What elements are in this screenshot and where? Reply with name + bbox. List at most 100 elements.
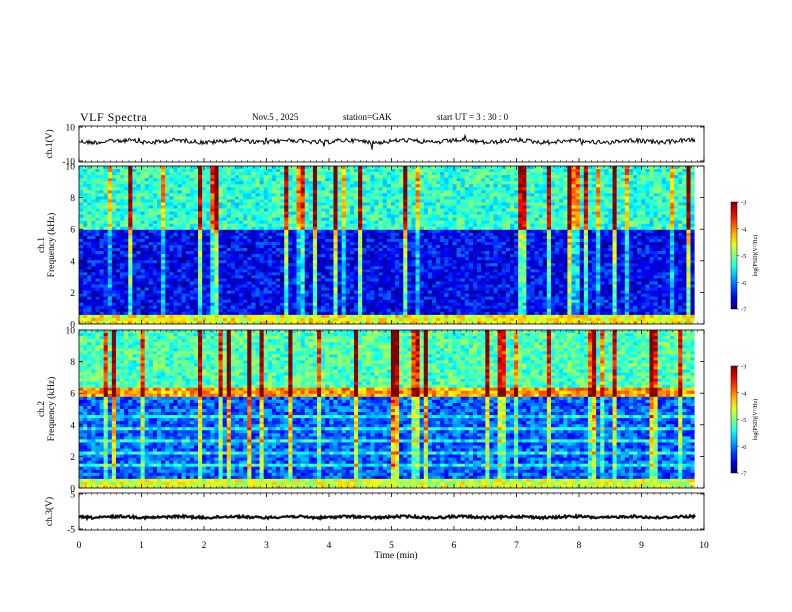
ch1-spectrogram-cell [370, 238, 375, 243]
ch1-spectrogram-cell [280, 169, 285, 173]
ch1-spectrogram-cell [608, 166, 613, 170]
ch1-spectrogram-cell [460, 226, 466, 231]
ch1-spectrogram-cell [144, 254, 150, 258]
ch1-spectrogram-cell [345, 257, 351, 261]
ch1-spectrogram-cell [612, 169, 617, 173]
ch1-spectrogram-cell [670, 232, 675, 237]
ch1-spectrogram-cell [571, 223, 576, 228]
ch1-spectrogram-cell [473, 232, 478, 237]
ch1-spectrogram-cell [587, 181, 593, 185]
ch1-spectrogram-cell [456, 196, 461, 200]
ch1-spectrogram-cell [477, 238, 482, 243]
ch1-spectrogram-cell [128, 254, 133, 258]
ch1-spectrogram-cell [473, 172, 478, 176]
ch1-spectrogram-cell [91, 178, 96, 182]
ch1-spectrogram-cell [124, 248, 129, 252]
ch1-spectrogram-cell [312, 263, 318, 267]
ch1-spectrogram-cell [468, 248, 474, 252]
ch1-spectrogram-cell [518, 178, 523, 182]
ch1-spectrogram-cell [284, 169, 289, 173]
ch1-spectrogram-cell [181, 166, 186, 170]
ch1-spectrogram-cell [616, 211, 622, 215]
ch1-spectrogram-cell [173, 166, 178, 170]
ch1-spectrogram-cell [239, 232, 244, 237]
ch1-spectrogram-cell [567, 220, 572, 225]
ch1-spectrogram-cell [202, 202, 207, 206]
ch1-spectrogram-cell [83, 175, 88, 179]
ch1-spectrogram-cell [448, 220, 453, 225]
ch1-spectrogram-cell [173, 205, 178, 209]
ch1-spectrogram-cell [464, 238, 470, 243]
ch1-spectrogram-cell [628, 226, 634, 231]
ch1-spectrogram-cell [411, 223, 416, 228]
ch1-spectrogram-cell [592, 263, 597, 267]
ch1-spectrogram-cell [612, 232, 617, 237]
ch1-spectrogram-cell [107, 202, 113, 206]
ch1-spectrogram-cell [616, 196, 622, 200]
ch1-spectrogram-cell [550, 248, 556, 252]
ch1-spectrogram-cell [345, 260, 351, 264]
ch1-spectrogram-cell [169, 193, 174, 197]
ch1-spectrogram-cell [386, 181, 392, 185]
ch1-spectrogram-cell [304, 199, 310, 203]
ch1-spectrogram-cell [358, 202, 363, 206]
ch1-spectrogram-cell [530, 260, 535, 264]
ch1-spectrogram-cell [501, 172, 507, 176]
ch1-spectrogram-cell [300, 178, 306, 182]
ch1-spectrogram-cell [337, 202, 342, 206]
ch1-spectrogram-cell [616, 238, 622, 243]
ch1-spectrogram-cell [493, 184, 498, 188]
ch1-spectrogram-cell [132, 254, 137, 258]
ch1-spectrogram-cell [370, 193, 375, 197]
ch1-spectrogram-cell [579, 208, 585, 212]
ch1-spectrogram-cell [189, 181, 195, 185]
ch1-spectrogram-cell [411, 205, 416, 209]
ch1-spectrogram-cell [436, 175, 441, 179]
ch1-spectrogram-cell [345, 187, 351, 191]
ch1-spectrogram-cell [674, 241, 679, 246]
ch1-spectrogram-cell [107, 199, 113, 203]
ch1-spectrogram-cell [505, 208, 511, 212]
ch1-spectrogram-cell [87, 178, 92, 182]
ch1-spectrogram-cell [337, 205, 342, 209]
ch1-spectrogram-cell [538, 187, 544, 191]
ch1-spectrogram-cell [296, 229, 301, 234]
ch1-spectrogram-cell [353, 211, 359, 215]
ch1-spectrogram-cell [555, 257, 560, 261]
ch1-spectrogram-cell [579, 263, 585, 267]
ch1-spectrogram-cell [124, 257, 129, 261]
ch1-spectrogram-cell [230, 211, 236, 215]
ch1-spectrogram-cell [226, 175, 232, 179]
ch1-spectrogram-cell [333, 184, 338, 188]
ch1-spectrogram-cell [247, 202, 252, 206]
ch1-spectrogram-cell [419, 187, 425, 191]
ch1-spectrogram-cell [349, 181, 355, 185]
ch1-spectrogram-cell [128, 251, 133, 255]
ch1-spectrogram-cell [304, 172, 310, 176]
ch1-spectrogram-cell [353, 217, 359, 221]
ch1-spectrogram-cell [485, 248, 490, 252]
ch1-spectrogram-cell [276, 245, 281, 249]
ch1-spectrogram-cell [661, 196, 667, 200]
ch1-spectrogram-cell [431, 211, 437, 215]
ch1-spectrogram-cell [444, 260, 449, 264]
ch1-spectrogram-cell [555, 248, 560, 252]
ch1-spectrogram-cell [390, 172, 396, 176]
ch1-spectrogram-cell [641, 172, 646, 176]
ch1-spectrogram-cell [95, 251, 100, 255]
ch1-spectrogram-cell [497, 254, 503, 258]
ch1-spectrogram-cell [608, 229, 613, 234]
ch1-spectrogram-cell [202, 257, 207, 261]
ch1-spectrogram-cell [144, 217, 150, 221]
ch1-spectrogram-cell [460, 205, 466, 209]
ch1-spectrogram-cell [341, 166, 347, 170]
ch1-spectrogram-cell [144, 214, 150, 218]
ch1-spectrogram-cell [423, 217, 429, 221]
ch1-spectrogram-cell [99, 266, 104, 270]
ch1-spectrogram-cell [587, 172, 593, 176]
ch1-spectrogram-cell [284, 193, 289, 197]
ch1-spectrogram-cell [173, 199, 178, 203]
ch1-spectrogram-cell [255, 175, 260, 179]
ch1-spectrogram-cell [505, 245, 511, 249]
ch1-spectrogram-cell [247, 178, 252, 182]
